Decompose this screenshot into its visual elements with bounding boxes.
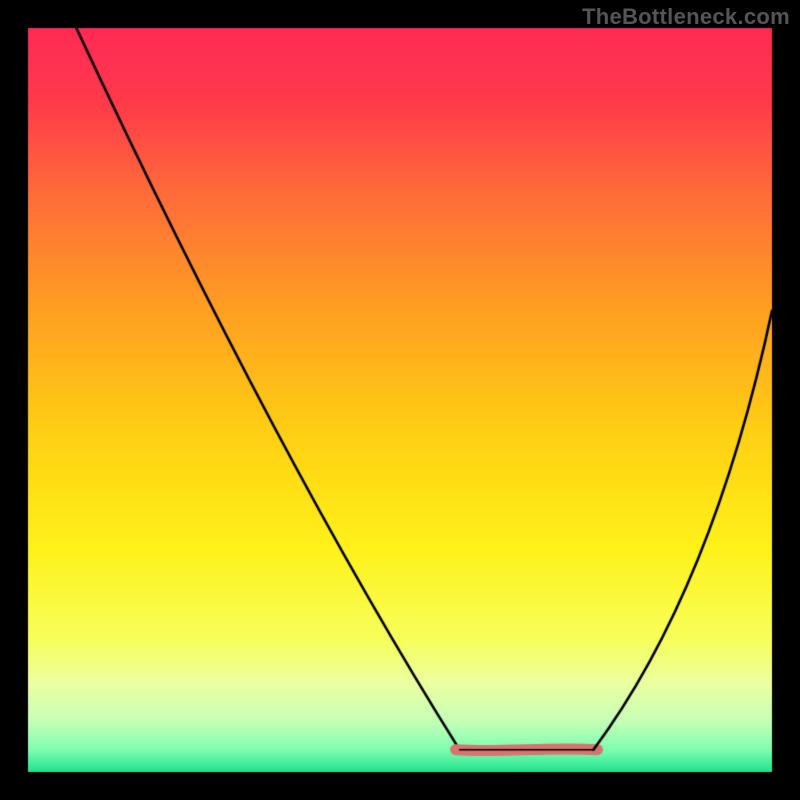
bottleneck-curve-canvas [0, 0, 800, 800]
watermark-text: TheBottleneck.com [582, 4, 790, 30]
